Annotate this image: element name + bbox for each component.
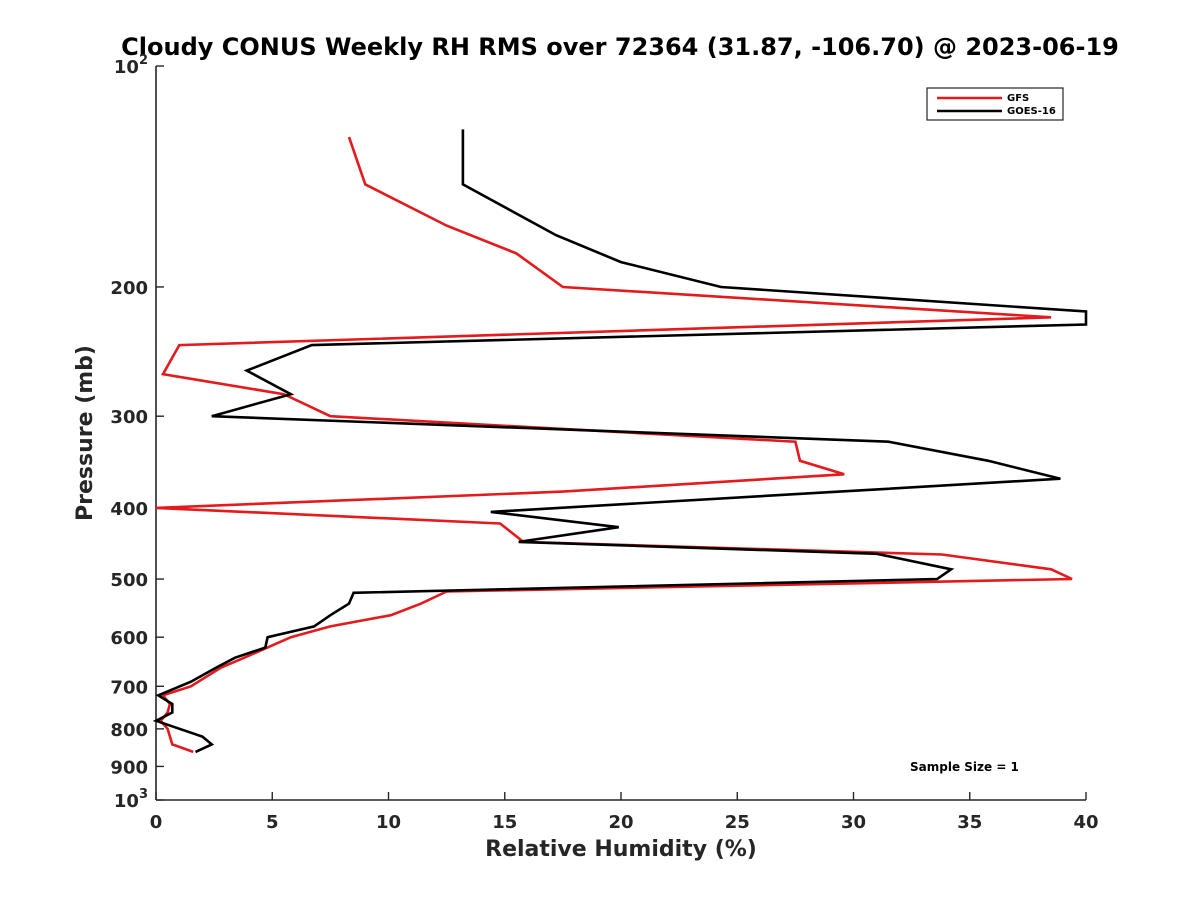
legend: GFS GOES-16 [926, 87, 1064, 121]
x-ticks: 0 5 10 15 20 25 30 35 40 [150, 792, 1099, 833]
x-tick-label: 0 [150, 812, 163, 833]
y-ticks: 102 200 300 400 500 600 700 800 900 103 [110, 53, 164, 812]
y-tick-label: 300 [110, 407, 148, 428]
y-tick-label: 800 [110, 720, 148, 741]
legend-box [926, 87, 1064, 121]
x-tick-label: 30 [841, 812, 866, 833]
x-tick-label: 15 [492, 812, 517, 833]
y-tick-label: 700 [110, 677, 148, 698]
x-tick-label: 5 [266, 812, 279, 833]
y-tick-label: 200 [110, 278, 148, 299]
series-layer [152, 129, 1088, 754]
y-tick-label: 900 [110, 757, 148, 778]
y-tick-label: 600 [110, 628, 148, 649]
legend-label-goes16: GOES-16 [1007, 106, 1056, 117]
y-tick-label: 400 [110, 499, 148, 520]
y-axis-label: Pressure (mb) [73, 345, 98, 521]
x-tick-label: 25 [725, 812, 750, 833]
legend-label-gfs: GFS [1007, 93, 1029, 104]
y-tick-label: 102 [114, 53, 148, 78]
x-tick-label: 35 [957, 812, 982, 833]
sample-size-annotation: Sample Size = 1 [910, 760, 1019, 774]
y-tick-label: 103 [114, 787, 148, 812]
series-line-goes16 [152, 129, 1088, 754]
series-line-gfs [155, 136, 1073, 754]
x-axis-label: Relative Humidity (%) [485, 837, 757, 862]
x-tick-label: 10 [376, 812, 401, 833]
chart-title: Cloudy CONUS Weekly RH RMS over 72364 (3… [121, 33, 1119, 61]
y-tick-label: 500 [110, 570, 148, 591]
x-tick-label: 40 [1073, 812, 1098, 833]
x-tick-label: 20 [608, 812, 633, 833]
